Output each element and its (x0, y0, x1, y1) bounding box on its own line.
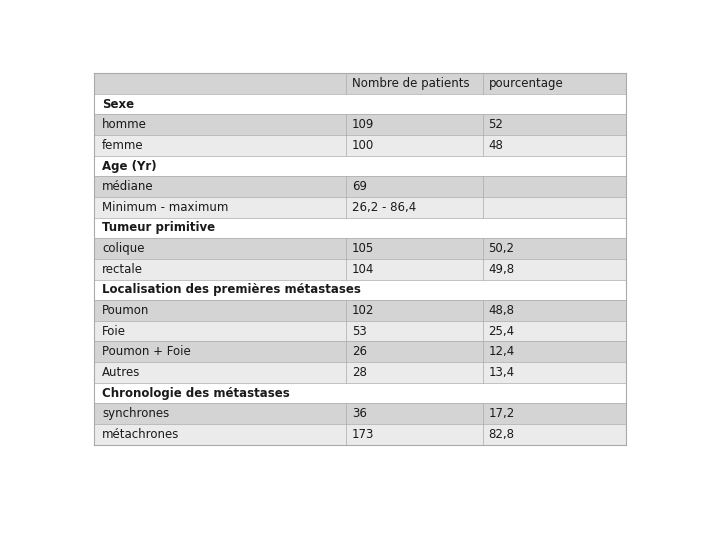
Bar (94, 115, 625, 135)
Text: 105: 105 (352, 242, 374, 255)
Text: colique: colique (102, 242, 145, 255)
Text: Minimum - maximum: Minimum - maximum (102, 201, 228, 214)
Bar (94, 238, 625, 259)
Text: 25,4: 25,4 (489, 325, 515, 337)
Bar (94, 94, 625, 115)
Text: 28: 28 (352, 366, 367, 379)
Bar (94, 135, 625, 156)
Text: médiane: médiane (102, 180, 154, 193)
Text: 26,2 - 86,4: 26,2 - 86,4 (352, 201, 416, 214)
Text: homme: homme (102, 118, 147, 131)
Bar (94, 73, 625, 94)
Text: Localisation des premières métastases: Localisation des premières métastases (102, 283, 361, 296)
Text: 173: 173 (352, 428, 374, 441)
Text: Nombre de patients: Nombre de patients (352, 77, 470, 90)
Text: 109: 109 (352, 118, 374, 131)
Bar (94, 403, 625, 424)
Text: 49,8: 49,8 (489, 263, 515, 276)
Text: synchrones: synchrones (102, 407, 169, 420)
Text: 36: 36 (352, 407, 367, 420)
Text: 48: 48 (489, 139, 503, 152)
Text: 50,2: 50,2 (489, 242, 515, 255)
Text: 52: 52 (489, 118, 503, 131)
Bar (94, 218, 625, 238)
Bar (94, 280, 625, 300)
Bar (94, 197, 625, 218)
Text: métachrones: métachrones (102, 428, 180, 441)
Bar (94, 383, 625, 403)
Text: Sexe: Sexe (102, 98, 134, 111)
Text: 13,4: 13,4 (489, 366, 515, 379)
Text: 12,4: 12,4 (489, 345, 515, 358)
Text: Foie: Foie (102, 325, 126, 337)
Text: 82,8: 82,8 (489, 428, 515, 441)
Text: femme: femme (102, 139, 144, 152)
Bar (94, 259, 625, 280)
Bar (94, 156, 625, 176)
Text: Chronologie des métastases: Chronologie des métastases (102, 387, 290, 400)
Text: pourcentage: pourcentage (489, 77, 563, 90)
Bar (94, 321, 625, 341)
Text: 104: 104 (352, 263, 374, 276)
Text: 17,2: 17,2 (489, 407, 515, 420)
Text: 53: 53 (352, 325, 366, 337)
Text: 102: 102 (352, 304, 374, 317)
Bar (94, 341, 625, 362)
Text: Autres: Autres (102, 366, 140, 379)
Bar (94, 300, 625, 321)
Bar (94, 362, 625, 383)
Text: Poumon: Poumon (102, 304, 150, 317)
Text: 48,8: 48,8 (489, 304, 515, 317)
Text: 26: 26 (352, 345, 367, 358)
Text: Poumon + Foie: Poumon + Foie (102, 345, 191, 358)
Text: 100: 100 (352, 139, 374, 152)
Text: 69: 69 (352, 180, 367, 193)
Text: Age (Yr): Age (Yr) (102, 159, 157, 173)
Text: Tumeur primitive: Tumeur primitive (102, 222, 216, 234)
Bar (94, 176, 625, 197)
Text: rectale: rectale (102, 263, 143, 276)
Bar (94, 424, 625, 444)
